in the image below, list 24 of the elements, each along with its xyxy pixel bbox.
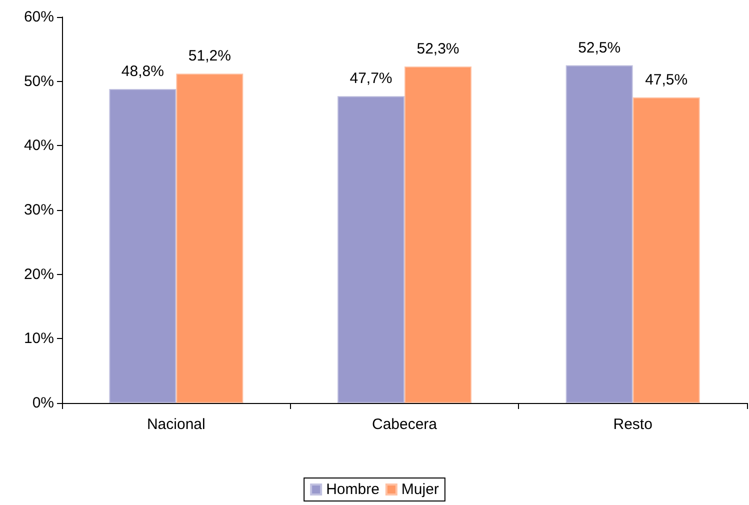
y-tick-label: 40% (24, 137, 54, 154)
y-tick-label: 30% (24, 202, 54, 218)
data-label: 48,8% (121, 63, 164, 80)
legend-label: Mujer (401, 481, 439, 498)
y-tick-label: 10% (24, 330, 54, 348)
bar (176, 74, 244, 403)
data-label: 47,5% (645, 71, 688, 88)
bar (632, 97, 700, 403)
legend-label: Hombre (326, 481, 380, 498)
bar (566, 65, 633, 403)
data-label: 52,5% (578, 39, 621, 56)
bar (109, 89, 176, 403)
y-tick-label: 20% (24, 266, 54, 283)
bar (404, 66, 472, 403)
x-tick-label: Nacional (146, 416, 206, 433)
x-tick-label: Resto (613, 416, 652, 433)
y-tick-label: 0% (32, 394, 54, 412)
y-tick-label: 60% (24, 8, 54, 26)
x-tick-label: Cabecera (372, 416, 438, 433)
bar (338, 96, 404, 403)
y-tick-label: 50% (24, 72, 54, 90)
data-label: 47,7% (350, 70, 392, 88)
data-label: 51,2% (188, 48, 231, 65)
data-label: 52,3% (416, 40, 460, 58)
